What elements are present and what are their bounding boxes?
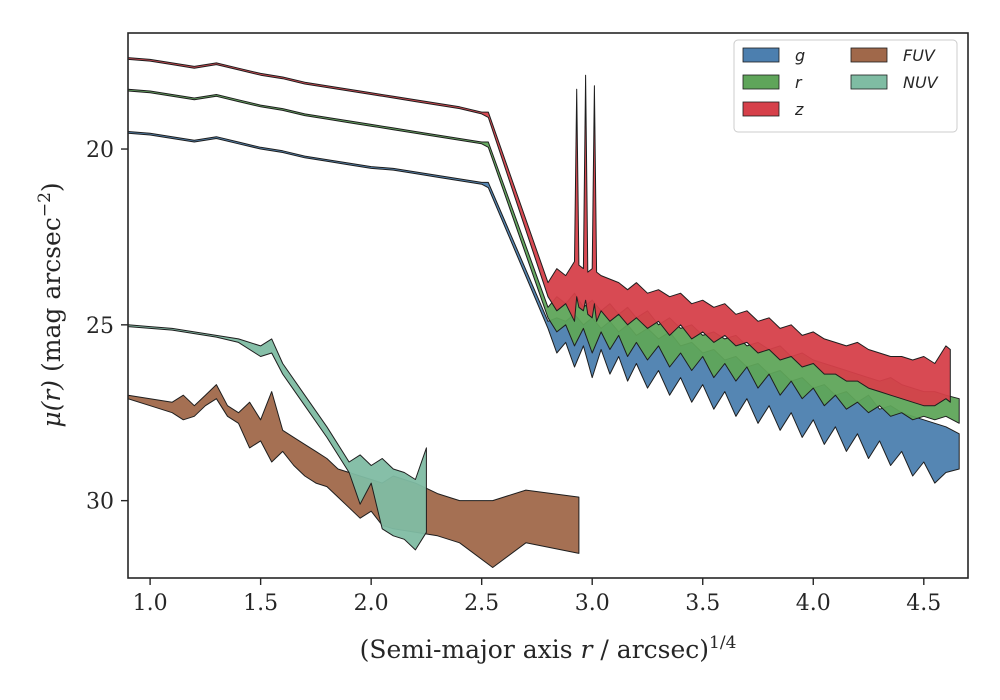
legend-label-r: r	[795, 73, 803, 92]
x-axis-label: (Semi-major axis r / arcsec)1/4	[360, 633, 737, 664]
y-axis: 20 25 30	[86, 138, 128, 515]
x-tick-label: 2.5	[464, 591, 499, 616]
legend-swatch-nuv	[850, 74, 888, 90]
plot-frame	[127, 32, 969, 579]
x-tick-label: 4.5	[906, 591, 941, 616]
legend-swatch-z	[742, 101, 780, 117]
legend-swatch-fuv	[850, 47, 888, 63]
y-tick-label: 20	[86, 138, 114, 163]
band-nuv	[128, 324, 427, 551]
legend-label-fuv: FUV	[903, 46, 936, 65]
legend-swatch-r	[742, 74, 780, 90]
x-axis: 1.0 1.5 2.0 2.5 3.0 3.5 4.0 4.5	[133, 578, 941, 616]
x-tick-label: 1.0	[133, 591, 168, 616]
x-tick-label: 3.0	[575, 591, 610, 616]
y-tick-label: 25	[86, 314, 114, 339]
legend-swatch-g	[742, 47, 780, 63]
x-tick-label: 4.0	[796, 591, 831, 616]
x-tick-label: 1.5	[243, 591, 278, 616]
legend-label-nuv: NUV	[903, 73, 939, 92]
x-tick-label: 3.5	[685, 591, 720, 616]
y-axis-label: μ(r) (mag arcsec−2)	[35, 182, 66, 427]
series-bands	[128, 57, 960, 568]
legend-label-z: z	[794, 100, 804, 119]
y-tick-label: 30	[86, 490, 114, 515]
legend: grz FUV NUV	[733, 39, 958, 133]
legend-label-g: g	[795, 46, 805, 65]
x-tick-label: 2.0	[354, 591, 389, 616]
legend-frame	[733, 39, 958, 133]
band-z	[128, 57, 951, 407]
